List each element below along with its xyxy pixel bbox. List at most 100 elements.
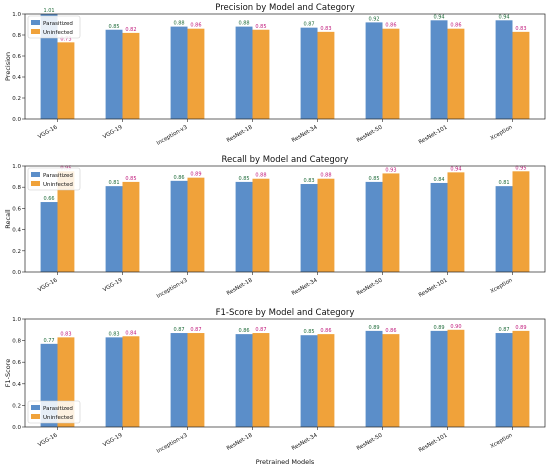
data-label: 0.90 bbox=[450, 324, 461, 330]
data-label: 0.77 bbox=[43, 338, 54, 344]
data-label: 0.86 bbox=[450, 23, 461, 29]
bar-uninfected bbox=[382, 173, 400, 272]
data-label: 0.88 bbox=[238, 21, 249, 27]
bar-uninfected bbox=[187, 333, 205, 427]
x-tick-label: VGG-19 bbox=[102, 432, 124, 448]
x-tick-label: ResNet-18 bbox=[226, 277, 254, 297]
legend-swatch bbox=[31, 414, 40, 419]
bar-uninfected bbox=[317, 334, 335, 427]
x-tick-label: Inception-v3 bbox=[156, 432, 189, 455]
data-label: 0.94 bbox=[498, 14, 509, 20]
x-tick-label: Xception bbox=[490, 124, 514, 142]
x-tick-label: ResNet-34 bbox=[291, 277, 319, 297]
data-label: 0.84 bbox=[433, 177, 444, 183]
data-label: 0.86 bbox=[190, 23, 201, 29]
bar-uninfected bbox=[122, 336, 140, 427]
x-tick-label: VGG-16 bbox=[37, 124, 59, 140]
data-label: 0.66 bbox=[43, 196, 54, 202]
x-tick-label: Inception-v3 bbox=[156, 277, 189, 300]
bar-parasitized bbox=[300, 184, 318, 272]
legend-box bbox=[27, 167, 81, 191]
bar-parasitized bbox=[170, 180, 188, 272]
data-label: 1.01 bbox=[43, 8, 54, 14]
bar-uninfected bbox=[512, 31, 530, 120]
x-tick-label: ResNet-18 bbox=[226, 432, 254, 452]
data-label: 0.83 bbox=[515, 26, 526, 32]
x-tick-label: ResNet-101 bbox=[418, 278, 449, 299]
y-tick-label: 0.4 bbox=[12, 75, 21, 81]
bar-parasitized bbox=[105, 186, 123, 272]
bar-parasitized bbox=[495, 333, 513, 427]
x-tick-label: ResNet-34 bbox=[291, 432, 319, 452]
data-label: 0.87 bbox=[498, 327, 509, 333]
bar-uninfected bbox=[252, 178, 270, 272]
data-label: 0.81 bbox=[498, 180, 509, 186]
legend-swatch bbox=[31, 172, 40, 177]
x-tick-label: ResNet-101 bbox=[418, 125, 449, 146]
y-tick-label: 0.4 bbox=[12, 382, 21, 388]
data-label: 0.87 bbox=[303, 22, 314, 28]
chart-title-2: Recall by Model and Category bbox=[222, 155, 349, 165]
plot-frame bbox=[24, 318, 546, 428]
data-label: 0.73 bbox=[60, 36, 71, 42]
bar-parasitized bbox=[365, 181, 383, 272]
bar-uninfected bbox=[447, 329, 465, 427]
data-label: 0.82 bbox=[125, 27, 136, 33]
data-label: 0.83 bbox=[60, 331, 71, 337]
legend-label: Parasitized bbox=[43, 406, 73, 412]
x-tick-label: VGG-19 bbox=[102, 124, 124, 140]
legend-label: Uninfected bbox=[43, 415, 73, 421]
data-label: 0.89 bbox=[515, 325, 526, 331]
data-label: 0.81 bbox=[108, 180, 119, 186]
bar-parasitized bbox=[105, 29, 123, 119]
y-tick-label: 1.0 bbox=[12, 12, 21, 18]
data-label: 0.86 bbox=[320, 328, 331, 334]
bar-uninfected bbox=[187, 28, 205, 120]
bar-parasitized bbox=[235, 181, 253, 272]
data-label: 0.86 bbox=[238, 328, 249, 334]
data-label: 0.86 bbox=[385, 23, 396, 29]
x-tick-label: Inception-v3 bbox=[156, 124, 189, 147]
data-label: 0.84 bbox=[125, 330, 136, 336]
y-tick-label: 0.6 bbox=[12, 206, 21, 212]
bar-uninfected bbox=[447, 172, 465, 272]
y-tick-label: 0.8 bbox=[12, 185, 21, 191]
legend-swatch bbox=[31, 29, 40, 34]
x-tick-label: Xception bbox=[490, 432, 514, 450]
data-label: 0.86 bbox=[385, 328, 396, 334]
y-tick-label: 0.8 bbox=[12, 339, 21, 345]
y-tick-label: 0.0 bbox=[12, 425, 21, 431]
chart-title-3: F1-Score by Model and Category bbox=[216, 308, 355, 318]
bar-uninfected bbox=[317, 31, 335, 120]
y-tick-label: 1.0 bbox=[12, 164, 21, 170]
data-label: 0.89 bbox=[368, 325, 379, 331]
legend-swatch bbox=[31, 405, 40, 410]
legend-label: Uninfected bbox=[43, 30, 73, 36]
y-tick-label: 0.8 bbox=[12, 33, 21, 39]
data-label: 0.88 bbox=[173, 21, 184, 27]
bar-uninfected bbox=[252, 333, 270, 427]
legend-label: Uninfected bbox=[43, 182, 73, 188]
bar-parasitized bbox=[495, 20, 513, 119]
bar-parasitized bbox=[235, 334, 253, 427]
y-tick-label: 0.6 bbox=[12, 360, 21, 366]
plot-frame bbox=[24, 13, 546, 120]
bar-parasitized bbox=[430, 182, 448, 272]
data-label: 0.85 bbox=[108, 24, 119, 30]
y-axis-label-2: Recall bbox=[4, 209, 12, 229]
bar-parasitized bbox=[40, 14, 58, 119]
bar-uninfected bbox=[57, 42, 75, 119]
data-label: 0.88 bbox=[255, 173, 266, 179]
x-tick-label: VGG-19 bbox=[102, 277, 124, 293]
x-tick-label: ResNet-50 bbox=[356, 432, 384, 452]
data-label: 0.92 bbox=[368, 16, 379, 22]
y-axis-label-3: F1-Score bbox=[4, 359, 12, 387]
data-label: 0.89 bbox=[190, 172, 201, 178]
bar-parasitized bbox=[170, 333, 188, 427]
data-label: 0.93 bbox=[385, 167, 396, 173]
bar-uninfected bbox=[57, 171, 75, 272]
legend-label: Parasitized bbox=[43, 21, 73, 27]
bar-uninfected bbox=[317, 178, 335, 272]
bar-uninfected bbox=[122, 181, 140, 272]
